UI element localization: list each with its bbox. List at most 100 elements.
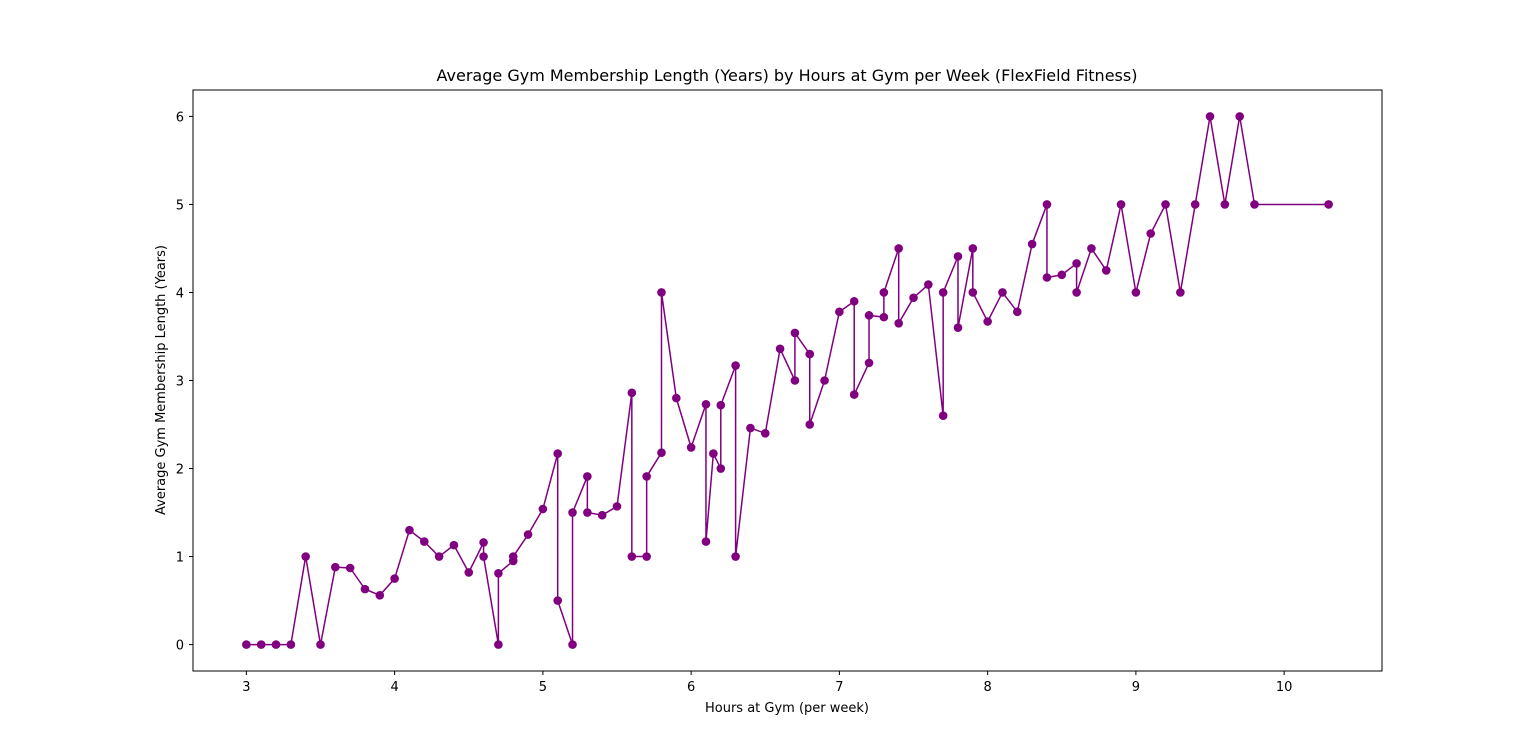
y-tick-label: 0 [176,639,184,654]
data-point [568,640,577,649]
data-point [1250,200,1259,209]
data-point [568,508,577,517]
data-point [301,552,310,561]
data-point [805,349,815,359]
data-point [642,552,651,561]
data-point [657,288,666,297]
data-point [1220,200,1230,209]
data-point [360,584,370,594]
data-point [1116,200,1126,209]
data-point [894,244,903,253]
data-point [405,525,414,535]
data-point [642,472,651,481]
data-point [553,449,563,458]
data-point [760,429,770,438]
x-tick-label: 7 [835,680,843,695]
data-point [1324,200,1333,209]
data-point [968,288,978,297]
data-point [419,537,429,546]
x-tick-label: 10 [1276,680,1293,695]
x-tick-label: 6 [687,680,695,695]
data-point [894,318,903,328]
x-axis: 3 4 5 6 7 8 9 10 [242,671,1292,695]
data-point [494,640,503,649]
data-point [286,640,296,649]
data-point [597,510,607,520]
data-point [612,502,622,511]
data-point [820,376,829,385]
data-point [1057,270,1067,280]
data-point [583,472,592,481]
y-tick-label: 3 [176,375,184,390]
y-axis: 0 1 2 3 4 5 6 [176,110,193,654]
data-point [953,252,963,261]
data-point [1072,288,1081,297]
data-point [1146,229,1156,238]
data-point [775,344,785,354]
data-point [242,640,251,649]
data-point [731,552,740,561]
data-point [434,552,444,561]
chart-title: Average Gym Membership Length (Years) by… [437,66,1138,85]
data-point [627,552,637,561]
data-point [909,293,918,303]
data-point [583,508,592,517]
data-point [494,568,503,578]
data-point [1131,288,1141,297]
y-tick-label: 1 [176,551,184,566]
y-axis-title: Average Gym Membership Length (Years) [154,245,169,515]
data-point [553,596,563,605]
y-tick-label: 4 [176,286,184,301]
data-point [790,328,800,338]
data-point [849,296,859,306]
data-point [835,307,844,317]
series-line [246,115,1329,646]
data-point [686,443,696,452]
data-point [479,552,488,561]
data-point [1235,112,1244,121]
data-point [375,590,385,600]
data-point [1190,200,1200,209]
data-point [345,563,355,573]
x-tick-label: 9 [1132,680,1140,695]
data-point [1101,266,1111,275]
data-point [1027,239,1037,249]
data-point [1176,288,1185,297]
data-point [1205,112,1215,121]
data-point [331,562,340,572]
data-point [716,400,726,410]
data-point [523,530,533,539]
data-point [864,311,874,320]
data-point [1161,200,1170,209]
data-point [716,464,726,473]
data-point [464,568,474,577]
data-point [1042,200,1052,209]
data-point [864,358,874,368]
data-point [731,361,740,370]
data-point [1087,244,1096,253]
data-point [998,288,1007,297]
data-point [983,317,992,326]
data-point [627,388,637,398]
y-tick-label: 5 [176,198,184,213]
x-tick-label: 3 [242,680,250,695]
data-point [1012,307,1022,317]
data-point [968,244,978,253]
data-point [849,390,859,399]
data-point [924,280,933,289]
data-point [805,420,815,429]
data-point [316,640,325,649]
data-point [701,537,711,546]
data-point [938,288,948,297]
y-tick-label: 2 [176,463,184,478]
data-point [538,504,548,514]
data-point [479,538,488,547]
data-point [953,323,963,332]
data-point [672,393,681,403]
data-point [709,449,718,458]
data-point [879,288,889,297]
data-point [879,312,889,322]
data-point [508,552,518,561]
